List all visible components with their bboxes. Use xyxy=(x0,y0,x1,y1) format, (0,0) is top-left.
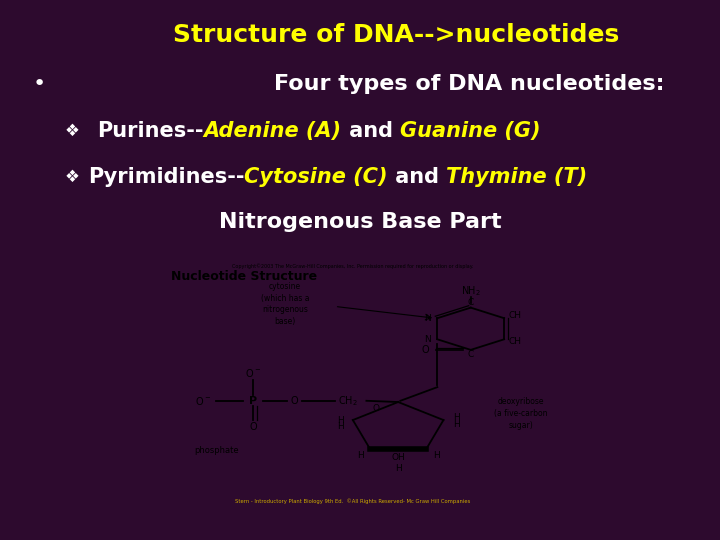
Text: OH: OH xyxy=(391,454,405,462)
Text: Copyright©2003 The McGraw-Hill Companies, Inc. Permission required for reproduct: Copyright©2003 The McGraw-Hill Companies… xyxy=(232,264,474,269)
Text: Stern - Introductory Plant Biology 9th Ed.  ©All Rights Reserved- Mc Graw Hill C: Stern - Introductory Plant Biology 9th E… xyxy=(235,498,470,504)
Text: H: H xyxy=(395,464,402,473)
Text: Adenine (A): Adenine (A) xyxy=(204,120,342,141)
Text: C: C xyxy=(467,350,474,359)
Text: NH$_2$: NH$_2$ xyxy=(461,285,481,299)
Text: ❖: ❖ xyxy=(65,168,79,186)
Text: P: P xyxy=(249,396,257,406)
Text: O: O xyxy=(290,396,297,406)
Text: O: O xyxy=(372,404,379,413)
Text: H: H xyxy=(337,422,343,431)
Text: Pyrimidines--: Pyrimidines-- xyxy=(88,167,244,187)
Text: Structure of DNA-->nucleotides: Structure of DNA-->nucleotides xyxy=(173,23,619,47)
Text: H: H xyxy=(433,451,439,460)
Text: H: H xyxy=(357,451,364,460)
Text: Nucleotide Structure: Nucleotide Structure xyxy=(171,270,318,283)
Text: Nitrogenous Base Part: Nitrogenous Base Part xyxy=(219,212,501,233)
Text: deoxyribose
(a five-carbon
sugar): deoxyribose (a five-carbon sugar) xyxy=(494,397,547,429)
Text: Guanine (G): Guanine (G) xyxy=(400,120,541,141)
Text: O$^-$: O$^-$ xyxy=(195,395,211,407)
Text: CH: CH xyxy=(509,311,522,320)
Text: •: • xyxy=(33,73,46,94)
Text: Cytosine (C): Cytosine (C) xyxy=(244,167,388,187)
Text: H: H xyxy=(337,416,343,424)
Text: Thymine (T): Thymine (T) xyxy=(446,167,588,187)
Text: O$^-$: O$^-$ xyxy=(245,367,261,380)
Text: CH: CH xyxy=(509,338,522,346)
Text: Purines--: Purines-- xyxy=(97,120,204,141)
Text: CH$_2$: CH$_2$ xyxy=(338,394,358,408)
Text: phosphate: phosphate xyxy=(194,446,239,455)
Text: C: C xyxy=(467,298,474,307)
Text: cytosine
(which has a
nitrogenous
base): cytosine (which has a nitrogenous base) xyxy=(261,282,309,326)
Text: ❖: ❖ xyxy=(65,122,79,140)
Text: H: H xyxy=(453,413,459,422)
Text: Four types of DNA nucleotides:: Four types of DNA nucleotides: xyxy=(274,73,664,94)
Text: O: O xyxy=(249,422,257,432)
Text: and: and xyxy=(342,120,400,141)
Text: O: O xyxy=(422,345,429,355)
Text: H: H xyxy=(453,420,459,429)
Text: N: N xyxy=(424,314,431,323)
Text: and: and xyxy=(388,167,446,187)
Text: N: N xyxy=(424,335,431,344)
